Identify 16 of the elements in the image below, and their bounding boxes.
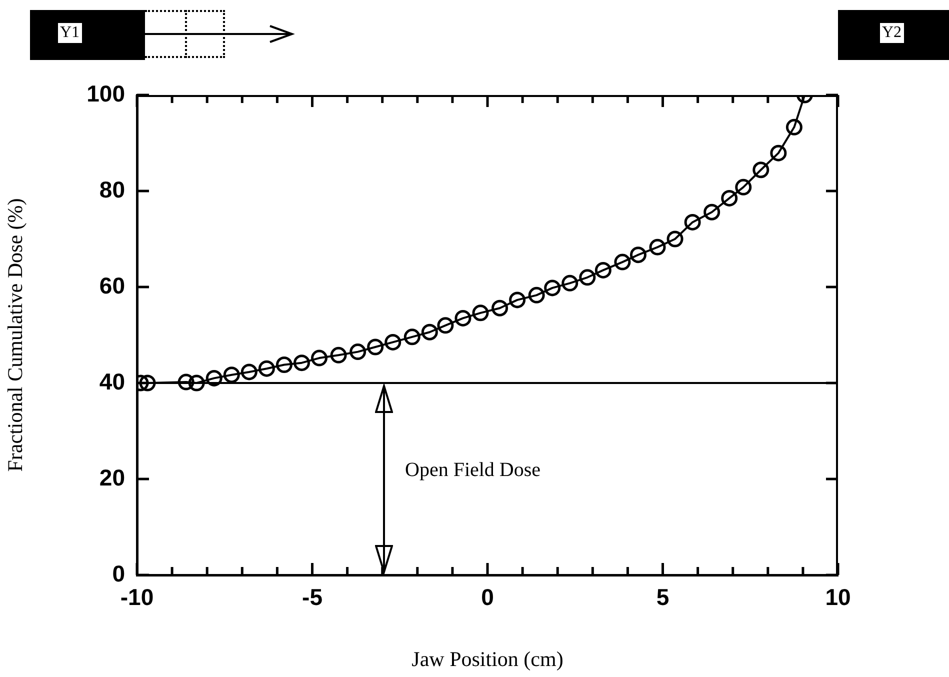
y-axis-title: Fractional Cumulative Dose (%) (3, 198, 28, 472)
y-tick-label: 100 (86, 80, 125, 106)
x-tick-label: 5 (656, 584, 670, 610)
y-tick-label: 0 (112, 560, 125, 586)
y-tick-label: 60 (99, 272, 125, 298)
jaw-block: Y2 (838, 10, 949, 60)
y-tick-label: 80 (99, 176, 125, 202)
x-tick-label: 10 (825, 584, 851, 610)
y-tick-label: 40 (99, 368, 125, 394)
y-tick-label: 20 (99, 464, 125, 490)
annotation: Open Field Dose (405, 458, 541, 482)
x-tick-label: 0 (481, 584, 494, 610)
x-tick-label: -5 (302, 584, 323, 610)
x-tick-label: -10 (120, 584, 154, 610)
x-axis-title: Jaw Position (cm) (412, 646, 564, 671)
jaw-diagram: Y1 (30, 10, 292, 60)
